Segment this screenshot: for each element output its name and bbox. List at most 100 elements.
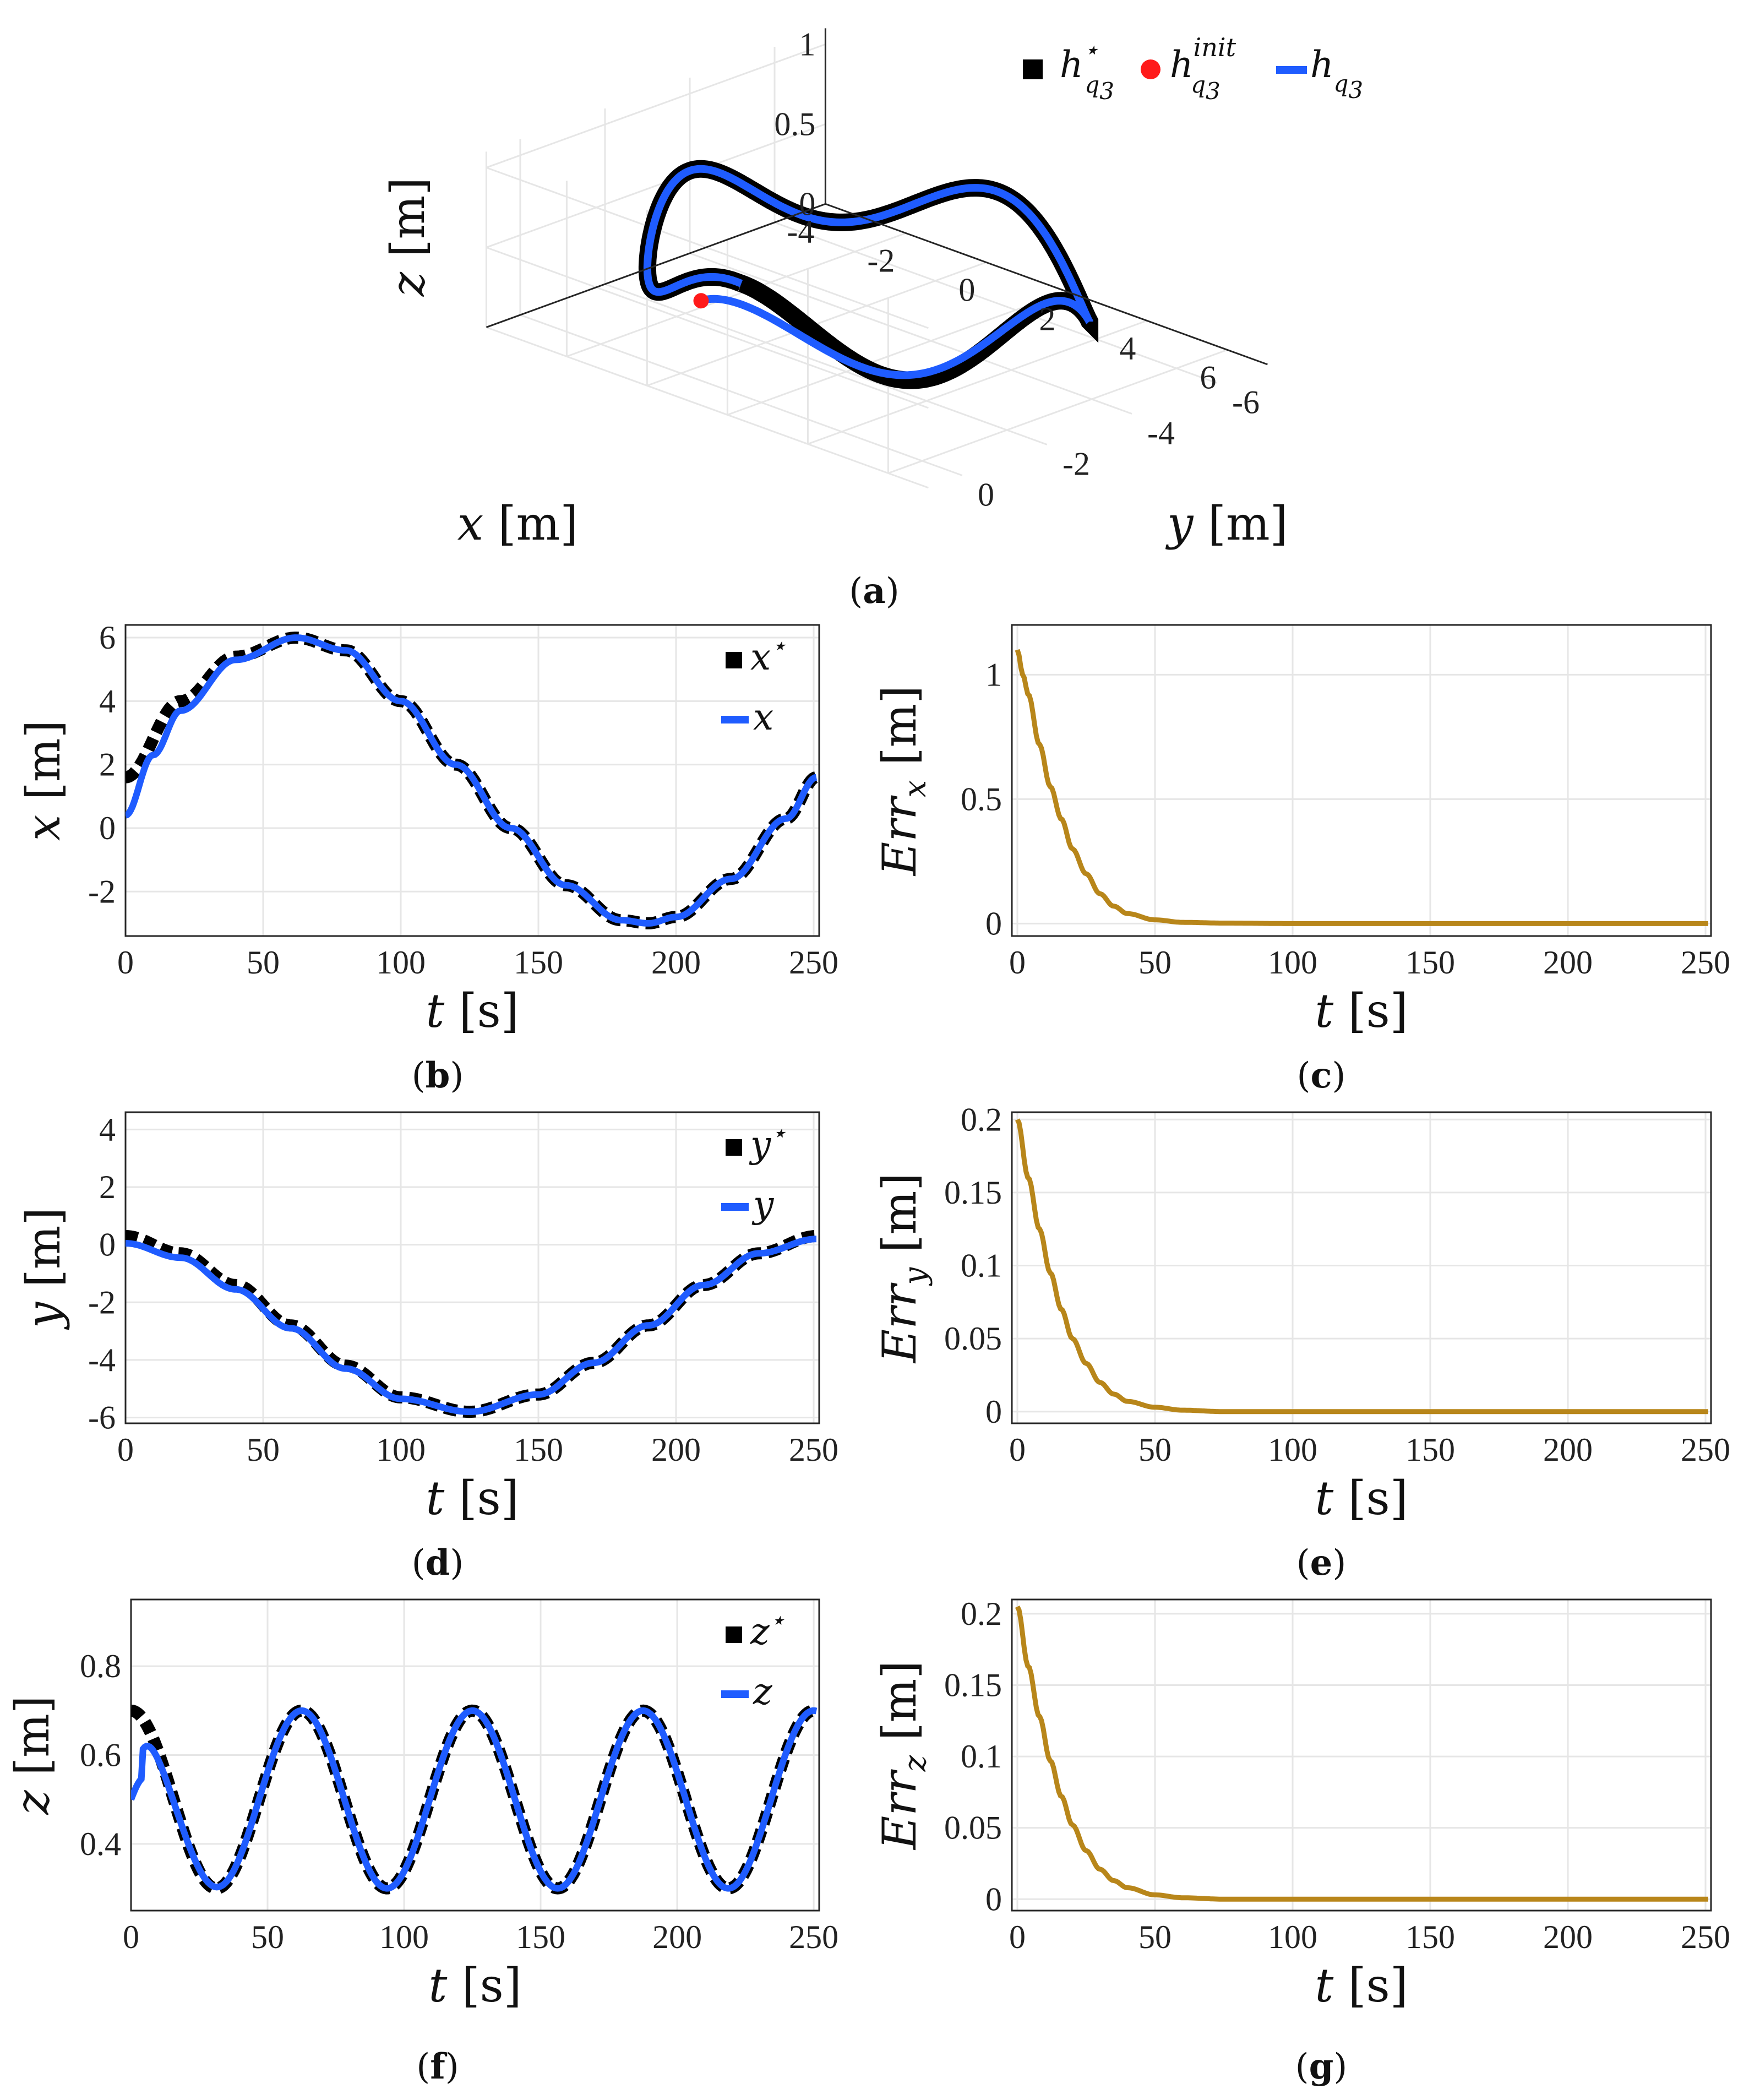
panel-d-xlabel: t [s] bbox=[426, 1471, 519, 1525]
x-tick-label: 200 bbox=[651, 1432, 701, 1468]
panel-b-xlabel: t [s] bbox=[426, 984, 519, 1038]
legend-actual-label: z bbox=[753, 1671, 773, 1713]
caption-c: (c) bbox=[1297, 1055, 1346, 1096]
x-tick-label: 150 bbox=[1405, 1919, 1455, 1955]
legend-actual-marker bbox=[721, 1690, 749, 1698]
y-tick-label: 0 bbox=[978, 477, 994, 513]
y-tick-label: 0.4 bbox=[80, 1826, 121, 1862]
x-tick-label: 50 bbox=[1138, 1432, 1172, 1468]
panel-e-frame bbox=[1011, 1111, 1712, 1424]
floor-grid-y bbox=[774, 221, 1217, 384]
y-tick-label: -2 bbox=[88, 1284, 116, 1320]
panel-d-grid bbox=[124, 1112, 819, 1423]
caption-g: (g) bbox=[1295, 2046, 1348, 2087]
x-tick-label: -2 bbox=[867, 242, 895, 279]
legend-ref-label: z⋆ bbox=[750, 1605, 786, 1653]
panel-a-grid bbox=[485, 43, 1228, 489]
y-tick-label: -6 bbox=[88, 1400, 116, 1436]
y-tick-label: 0.05 bbox=[944, 1320, 1002, 1357]
series-line-error bbox=[1015, 1606, 1708, 1902]
x-tick-label: 50 bbox=[1138, 1919, 1172, 1955]
y-tick-label: 2 bbox=[99, 747, 116, 783]
y-tick-label: -4 bbox=[88, 1342, 116, 1378]
x-tick-label: 100 bbox=[376, 1432, 426, 1468]
y-tick-label: 0.2 bbox=[961, 1596, 1002, 1632]
x-tick-label: 0 bbox=[958, 271, 975, 308]
caption-b: (b) bbox=[412, 1055, 464, 1096]
y-tick-label: 0.1 bbox=[961, 1248, 1002, 1284]
series-line-error bbox=[1015, 1118, 1708, 1414]
panel-c-ylabel: Errx [m] bbox=[873, 686, 933, 877]
x-tick-label: 200 bbox=[1543, 944, 1593, 981]
wall-grid-z2 bbox=[486, 123, 826, 248]
series-line-z bbox=[131, 1707, 818, 1892]
panel-d-frame bbox=[124, 1111, 820, 1424]
panel-b-frame bbox=[124, 624, 820, 937]
x-tick-label: 50 bbox=[247, 1432, 280, 1468]
panel-g-xlabel: t [s] bbox=[1315, 1958, 1408, 2012]
panel-a-ylabel: y [m] bbox=[1165, 497, 1288, 551]
x-tick-label: 200 bbox=[1543, 1919, 1593, 1955]
y-tick-label: -6 bbox=[1232, 384, 1260, 421]
panel-c-frame bbox=[1011, 624, 1712, 937]
panel-d-y-plot: 0 50 100 150 200 250 -6 -4 -2 0 2 4 t [s] y [m] y⋆ y bbox=[17, 1111, 838, 1525]
panel-a-zlabel: z [m] bbox=[381, 177, 435, 297]
x-tick-label: 150 bbox=[514, 1432, 563, 1468]
x-tick-label: 0 bbox=[117, 944, 134, 981]
legend-actual-marker bbox=[721, 1203, 749, 1211]
wall-grid-z bbox=[486, 326, 929, 489]
x-tick-label: 0 bbox=[123, 1919, 139, 1955]
legend-ref-marker bbox=[1023, 59, 1043, 79]
legend-ref-label: h⋆ q3 bbox=[1060, 35, 1114, 105]
wall-grid-z bbox=[486, 246, 929, 409]
x-tick-label: 200 bbox=[651, 944, 701, 981]
floor-grid-x bbox=[566, 232, 906, 357]
x-tick-label: 200 bbox=[652, 1919, 702, 1955]
series-line-z-ref bbox=[131, 1704, 818, 1895]
y-tick-label: 1 bbox=[985, 656, 1002, 693]
x-tick-label: 6 bbox=[1200, 359, 1216, 395]
y-tick-label: 0.15 bbox=[944, 1667, 1002, 1704]
x-tick-label: 150 bbox=[516, 1919, 565, 1955]
x-tick-label: 4 bbox=[1119, 330, 1136, 366]
x-tick-label: 250 bbox=[1681, 1919, 1730, 1955]
panel-a-ticks: -4 -2 0 2 4 6 -6 -4 -2 0 0 0.5 1 bbox=[486, 26, 1268, 513]
axis-edge-y bbox=[486, 203, 826, 328]
legend-actual-marker bbox=[721, 716, 749, 723]
series-line-y bbox=[126, 1236, 816, 1416]
panel-c-xlabel: t [s] bbox=[1315, 984, 1408, 1038]
y-tick-label: -2 bbox=[88, 873, 116, 910]
panel-a-xlabel: x [m] bbox=[457, 497, 578, 551]
y-tick-label: -4 bbox=[1147, 415, 1175, 451]
panel-a-3d-plot: -4 -2 0 2 4 6 -6 -4 -2 0 0 0.5 1 x [m] y [m] z [m] h… bbox=[381, 26, 1363, 612]
wall-grid-z bbox=[486, 166, 929, 329]
series-line-y-ref bbox=[126, 1230, 816, 1418]
legend-actual-label: hq3 bbox=[1310, 43, 1363, 104]
panel-g-grid bbox=[1012, 1600, 1711, 1911]
panel-d-ylabel: y [m] bbox=[17, 1207, 70, 1330]
panel-f-ylabel: z [m] bbox=[6, 1695, 59, 1815]
y-tick-label: 0 bbox=[99, 1227, 116, 1263]
z-tick-label: 0 bbox=[799, 186, 815, 222]
x-tick-label: 2 bbox=[1039, 301, 1055, 337]
x-tick-label: 50 bbox=[247, 944, 280, 981]
y-tick-label: 0 bbox=[985, 1394, 1002, 1430]
y-tick-label: 6 bbox=[99, 619, 116, 656]
series-line-x bbox=[126, 634, 818, 927]
panel-g-ylabel: Errz [m] bbox=[873, 1661, 933, 1851]
caption-e: (e) bbox=[1296, 1542, 1347, 1584]
legend-actual-label: y bbox=[751, 1183, 774, 1226]
y-tick-label: 0.1 bbox=[961, 1738, 1002, 1775]
x-tick-label: 100 bbox=[1268, 1432, 1317, 1468]
x-tick-label: 250 bbox=[789, 1432, 838, 1468]
floor-grid-x bbox=[807, 319, 1147, 445]
floor-grid-x bbox=[887, 349, 1228, 474]
panel-e-ylabel: Erry [m] bbox=[873, 1173, 933, 1364]
caption-a: (a) bbox=[849, 570, 899, 612]
wall-grid-z2 bbox=[486, 43, 826, 168]
y-tick-label: 2 bbox=[99, 1169, 116, 1205]
panel-f-xlabel: t [s] bbox=[428, 1958, 521, 2012]
x-tick-label: -4 bbox=[787, 213, 814, 249]
x-tick-label: 50 bbox=[1138, 944, 1172, 981]
panel-a-curves bbox=[638, 160, 1099, 389]
